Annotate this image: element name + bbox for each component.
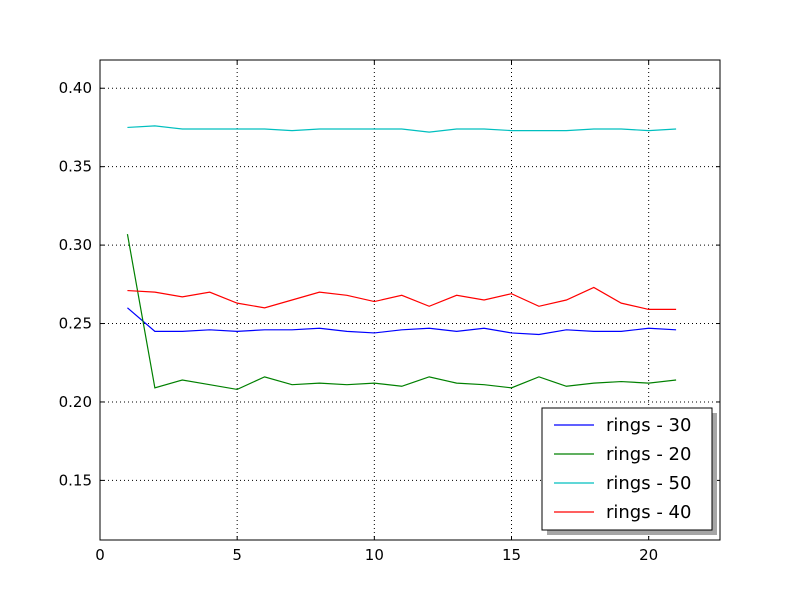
x-tick-label: 15 [502,546,521,564]
y-tick-label: 0.40 [59,79,92,97]
x-tick-label: 20 [639,546,658,564]
grid [99,60,720,540]
legend-box [541,407,713,531]
x-tick-label: 10 [365,546,384,564]
y-tick-label: 0.20 [59,393,92,411]
legend-label: rings - 50 [606,473,691,494]
series-layer [126,125,677,391]
legend-label: rings - 40 [606,502,691,523]
legend-label: rings - 20 [606,444,691,465]
series-line-0 [127,307,677,336]
x-tick-label: 5 [232,546,242,564]
series-line-3 [127,286,677,311]
plot-frame [99,59,721,541]
series-line-2 [127,125,677,133]
y-tick-label: 0.35 [59,158,92,176]
y-tick-label: 0.25 [59,315,92,333]
y-tick-label: 0.15 [59,471,92,489]
legend-label: rings - 30 [606,415,691,436]
legend: rings - 30 rings - 20 rings - 50 rings - 40 [541,407,717,535]
ticks: 0 5 10 15 20 0.15 0.20 0.25 0.30 0.35 0.40 [59,60,720,564]
x-tick-label: 0 [95,546,105,564]
y-tick-label: 0.30 [59,236,92,254]
series-line-1 [126,234,677,391]
